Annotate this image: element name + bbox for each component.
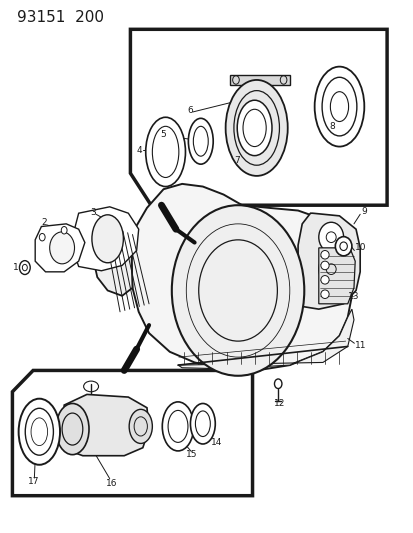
Text: 11: 11 <box>354 341 366 350</box>
Text: 15: 15 <box>185 450 197 458</box>
Ellipse shape <box>56 403 89 455</box>
Text: 9: 9 <box>360 207 366 216</box>
Polygon shape <box>93 221 134 296</box>
Ellipse shape <box>92 215 123 263</box>
Ellipse shape <box>320 276 328 284</box>
Text: 17: 17 <box>28 477 40 486</box>
Ellipse shape <box>237 100 271 156</box>
Text: 2: 2 <box>41 219 47 227</box>
Polygon shape <box>72 207 138 271</box>
Ellipse shape <box>145 117 185 187</box>
Ellipse shape <box>318 222 343 252</box>
Text: 10: 10 <box>354 244 366 252</box>
Text: 12: 12 <box>273 399 285 408</box>
Text: 3: 3 <box>90 208 96 216</box>
Ellipse shape <box>171 205 304 376</box>
Text: 13: 13 <box>347 293 358 301</box>
Polygon shape <box>64 394 149 456</box>
Polygon shape <box>35 224 85 272</box>
Ellipse shape <box>318 254 343 284</box>
Ellipse shape <box>314 67 363 147</box>
Text: 8: 8 <box>328 122 334 131</box>
Ellipse shape <box>225 80 287 176</box>
Polygon shape <box>131 184 353 370</box>
Ellipse shape <box>19 261 30 274</box>
Text: 7: 7 <box>233 157 239 165</box>
Text: 5: 5 <box>160 130 166 139</box>
Polygon shape <box>12 370 252 496</box>
Polygon shape <box>178 309 353 369</box>
Polygon shape <box>297 213 359 309</box>
Text: 16: 16 <box>105 480 117 488</box>
Ellipse shape <box>129 409 152 443</box>
Text: 1: 1 <box>13 263 19 272</box>
Text: 4: 4 <box>136 146 142 155</box>
Ellipse shape <box>50 232 74 264</box>
Ellipse shape <box>320 290 328 298</box>
Text: 6: 6 <box>187 106 192 115</box>
Ellipse shape <box>320 251 328 259</box>
Ellipse shape <box>190 403 215 444</box>
Polygon shape <box>130 29 386 205</box>
Ellipse shape <box>39 233 45 241</box>
Polygon shape <box>229 75 289 85</box>
Text: 93151  200: 93151 200 <box>17 10 103 25</box>
Ellipse shape <box>274 379 281 389</box>
Text: 14: 14 <box>211 438 222 447</box>
Ellipse shape <box>162 402 193 451</box>
Ellipse shape <box>19 399 60 465</box>
Polygon shape <box>318 248 354 304</box>
Ellipse shape <box>335 237 351 256</box>
Ellipse shape <box>188 118 213 164</box>
Ellipse shape <box>61 227 67 234</box>
Ellipse shape <box>320 261 328 270</box>
